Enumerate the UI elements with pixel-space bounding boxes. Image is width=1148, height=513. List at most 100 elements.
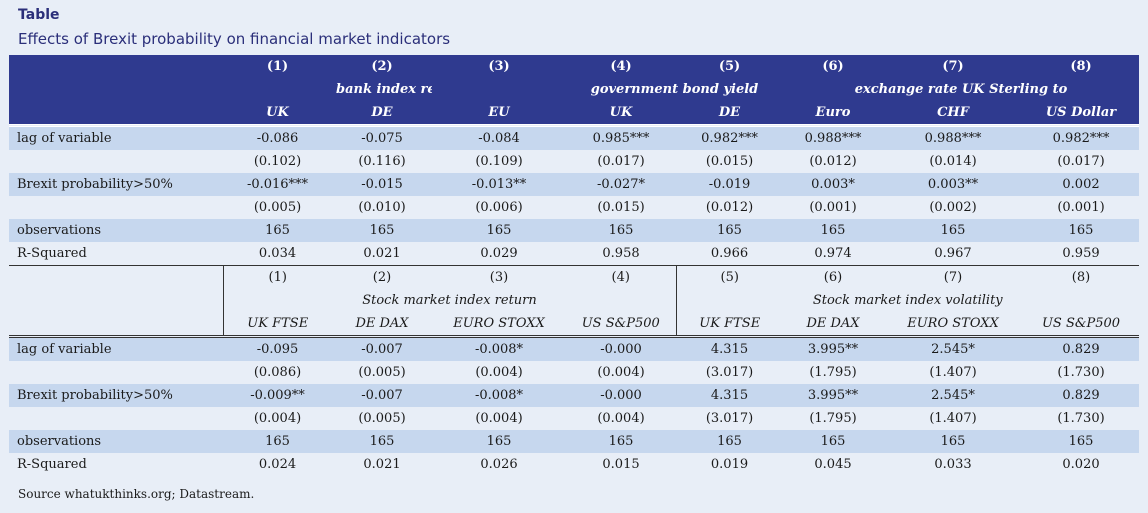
value-cell: (1.795) — [809, 411, 857, 426]
value-cell: -0.009** — [223, 384, 332, 407]
value-cell: 0.966 — [710, 246, 749, 261]
value-cell: (0.005) — [358, 411, 406, 426]
value-cell: -0.095 — [223, 336, 332, 361]
value-cell: 0.829 — [1023, 336, 1139, 361]
table-body: (1)(2)(3)(4)(5)(6)(7)(8)bank index retur… — [9, 55, 1139, 476]
value-cell: (0.004) — [253, 411, 302, 426]
value-cell: 165 — [676, 219, 783, 242]
column-name: UK FTSE — [222, 312, 332, 338]
group-stock-return: Stock market index return — [222, 289, 676, 312]
value-cell: (0.017) — [597, 154, 645, 169]
column-name: UK — [566, 101, 676, 127]
column-name: Euro — [783, 101, 883, 127]
value-cell: (0.002) — [929, 200, 977, 215]
value-cell: 0.988*** — [883, 125, 1023, 150]
value-cell: 0.021 — [363, 246, 401, 261]
column-number: (7) — [883, 265, 1023, 289]
column-name: UK FTSE — [675, 312, 783, 338]
value-cell: 4.315 — [676, 384, 783, 407]
value-cell: -0.007 — [332, 336, 432, 361]
column-name: EU — [432, 101, 566, 127]
table-row: lag of variable -0.086 -0.075 -0.084 0.985**… — [9, 125, 1139, 150]
table-row: (0.004) (0.005) (0.004) (0.004) (3.017) (1.79… — [9, 407, 1139, 430]
column-name-row: UK DE EU UK DE Euro CHF US Dollar — [9, 101, 1139, 127]
value-cell: 2.545* — [883, 336, 1023, 361]
column-name: DE — [332, 101, 432, 127]
value-cell: -0.075 — [332, 125, 432, 150]
column-name: US S&P500 — [1023, 312, 1139, 338]
header-corner — [9, 78, 223, 101]
table-row: lag of variable -0.095 -0.007 -0.008* -0.000… — [9, 336, 1139, 361]
value-cell: 165 — [223, 430, 332, 453]
value-cell: 165 — [566, 430, 676, 453]
value-cell: -0.086 — [223, 125, 332, 150]
group-header-row: Stock market index return Stock market in… — [9, 289, 1139, 312]
value-cell: 0.829 — [1023, 384, 1139, 407]
header-corner — [9, 289, 223, 312]
value-cell: 165 — [783, 430, 883, 453]
value-cell: -0.008* — [432, 336, 566, 361]
value-cell: -0.016*** — [223, 173, 332, 196]
column-name: US S&P500 — [566, 312, 676, 338]
value-cell: (0.001) — [1057, 200, 1105, 215]
value-cell: (0.116) — [358, 154, 406, 169]
value-cell: 165 — [1023, 430, 1139, 453]
value-cell: 0.024 — [258, 457, 297, 472]
value-cell: (0.012) — [809, 154, 857, 169]
table-label: Table — [18, 7, 60, 23]
table-row: observations 165 165 165 165 165 165 165 165 — [9, 430, 1139, 453]
table-row: (0.086) (0.005) (0.004) (0.004) (3.017) (1.79… — [9, 361, 1139, 384]
column-name: US Dollar — [1023, 101, 1139, 127]
header-blank — [432, 78, 566, 101]
column-name: DE DAX — [783, 312, 883, 338]
column-name-row: UK FTSE DE DAX EURO STOXX US S&P500 UK FTSE D… — [9, 312, 1139, 338]
value-cell: -0.027* — [566, 173, 676, 196]
value-cell: 165 — [883, 219, 1023, 242]
value-cell: 165 — [223, 219, 332, 242]
row-label — [9, 196, 223, 219]
table-row: (0.102) (0.116) (0.109) (0.017) (0.015) (0.01… — [9, 150, 1139, 173]
value-cell: (0.004) — [597, 411, 645, 426]
value-cell: 165 — [883, 430, 1023, 453]
value-cell: 0.029 — [480, 246, 518, 261]
value-cell: 0.015 — [602, 457, 640, 472]
value-cell: 2.545* — [883, 384, 1023, 407]
column-number: (2) — [332, 265, 432, 289]
value-cell: 4.315 — [676, 336, 783, 361]
table-row: Brexit probability>50% -0.009** -0.007 -0.0… — [9, 384, 1139, 407]
value-cell: (1.795) — [809, 365, 857, 380]
value-cell: 0.982*** — [1023, 125, 1139, 150]
row-label: observations — [9, 430, 223, 453]
value-cell: -0.084 — [432, 125, 566, 150]
row-label — [9, 361, 223, 384]
value-cell: 0.026 — [480, 457, 518, 472]
value-cell: (0.012) — [705, 200, 754, 215]
value-cell: -0.015 — [332, 173, 432, 196]
column-name: DE — [676, 101, 783, 127]
column-number: (1) — [222, 265, 332, 289]
column-number: (3) — [432, 265, 566, 289]
column-number: (7) — [883, 55, 1023, 78]
value-cell: -0.008* — [432, 384, 566, 407]
column-number-row: (1) (2) (3) (4) (5) (6) (7) (8) — [9, 55, 1139, 78]
column-name: UK — [223, 101, 332, 127]
row-label — [9, 407, 223, 430]
value-cell: 0.985*** — [566, 125, 676, 150]
row-label: Brexit probability>50% — [9, 384, 223, 407]
value-cell: 0.045 — [814, 457, 852, 472]
value-cell: (0.010) — [358, 200, 406, 215]
group-exchange-rate: exchange rate UK Sterling to — [783, 78, 1139, 101]
group-header-row: bank index return government bond yieldex… — [9, 78, 1139, 101]
value-cell: 0.959 — [1062, 246, 1100, 261]
value-cell: (3.017) — [705, 365, 754, 380]
column-number: (4) — [566, 55, 676, 78]
group-bank-index-return: bank index return — [332, 78, 432, 101]
column-number: (1) — [223, 55, 332, 78]
value-cell: 0.988*** — [783, 125, 883, 150]
column-number: (3) — [432, 55, 566, 78]
column-number: (6) — [783, 265, 883, 289]
value-cell: 165 — [783, 219, 883, 242]
value-cell: (0.004) — [597, 365, 645, 380]
value-cell: (1.407) — [929, 411, 977, 426]
value-cell: 0.020 — [1062, 457, 1100, 472]
